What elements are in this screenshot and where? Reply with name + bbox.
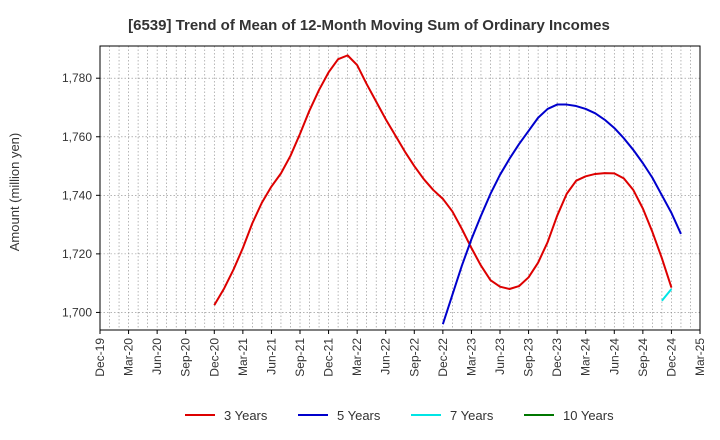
x-axis: Dec-19 Mar-20 Jun-20 Sep-20 Dec-20 Mar-21 Jun-… (93, 330, 707, 377)
y-tick-label: 1,740 (62, 188, 92, 202)
legend-label: 10 Years (563, 408, 614, 423)
x-tick-label: Mar-21 (236, 338, 250, 376)
x-tick-label: Mar-23 (464, 338, 478, 376)
series-line-3-years (213, 54, 673, 306)
plot-frame (99, 45, 701, 331)
legend-label: 7 Years (450, 408, 494, 423)
x-tick-label: Jun-23 (493, 338, 507, 375)
x-tick-label: Sep-23 (522, 338, 536, 377)
x-tick-label: Sep-22 (407, 338, 421, 377)
x-tick-label: Jun-20 (150, 338, 164, 375)
series-line-5-years (441, 103, 682, 325)
x-tick-label: Dec-23 (550, 338, 564, 377)
y-tick-label: 1,780 (62, 71, 92, 85)
series-layer (213, 54, 682, 325)
y-tick-label: 1,760 (62, 130, 92, 144)
x-tick-label: Dec-24 (664, 338, 678, 377)
x-tick-label: Jun-21 (264, 338, 278, 375)
x-tick-label: Sep-20 (179, 338, 193, 377)
y-tick-label: 1,720 (62, 247, 92, 261)
y-axis-label: Amount (million yen) (7, 133, 22, 252)
x-tick-label: Jun-24 (607, 338, 621, 375)
x-tick-label: Mar-24 (579, 338, 593, 376)
x-tick-label: Mar-20 (122, 338, 136, 376)
x-tick-label: Dec-20 (207, 338, 221, 377)
grid (100, 46, 700, 330)
y-tick-label: 1,700 (62, 305, 92, 319)
x-tick-label: Mar-25 (693, 338, 707, 376)
x-tick-label: Dec-19 (93, 338, 107, 377)
x-tick-label: Dec-21 (322, 338, 336, 377)
x-tick-label: Sep-21 (293, 338, 307, 377)
series-line-7-years (661, 288, 673, 302)
legend-label: 5 Years (337, 408, 381, 423)
x-tick-label: Mar-22 (350, 338, 364, 376)
chart-title: [6539] Trend of Mean of 12-Month Moving … (128, 17, 610, 34)
x-tick-label: Sep-24 (636, 338, 650, 377)
legend-label: 3 Years (224, 408, 268, 423)
x-tick-label: Jun-22 (379, 338, 393, 375)
legend: 3 Years 5 Years 7 Years 10 Years (185, 408, 614, 423)
x-tick-label: Dec-22 (436, 338, 450, 377)
y-axis: 1,700 1,720 1,740 1,760 1,780 (62, 71, 100, 319)
